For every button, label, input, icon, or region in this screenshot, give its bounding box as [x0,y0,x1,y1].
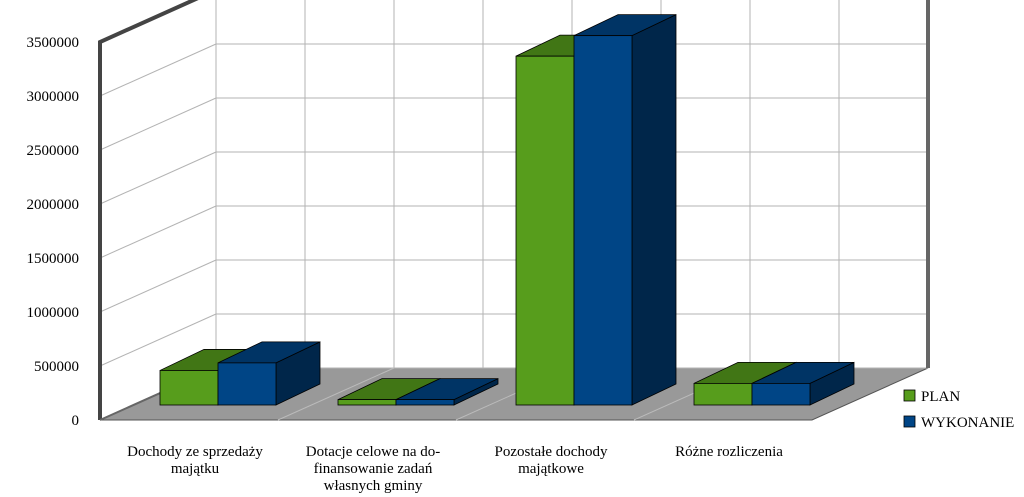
y-tick-label: 3500000 [27,35,80,51]
legend-label-plan: PLAN [921,389,960,405]
bar-wykonanie [573,35,633,406]
y-axis-wall [98,0,199,420]
y-tick-label: 0 [72,413,80,429]
x-category-label: majątku [171,461,220,477]
x-category-label: finansowanie zadań [314,461,433,477]
bar-plan [159,370,219,406]
bar-plan [693,382,753,406]
legend-swatch-plan [903,389,916,402]
floor-gridline [277,367,395,421]
x-category-label: Pozostałe dochody [495,444,608,460]
side-gridline [99,151,217,205]
side-gridline [99,43,217,97]
x-category-label: Różne rozliczenia [675,444,783,460]
y-tick-label: 500000 [34,359,79,375]
x-category-label: Dotacje celowe na do- [306,444,441,460]
x-category-label: własnych gminy [324,478,423,494]
bar-wykonanie [395,399,455,406]
bar-side-wykonanie [631,14,677,406]
legend-label-wykonanie: WYKONANIE [921,415,1014,431]
side-gridline [99,97,217,151]
y-tick-label: 1000000 [27,305,80,321]
x-category-label: majątkowe [518,461,584,477]
side-gridline [99,205,217,259]
y-tick-label: 3000000 [27,89,80,105]
bar-wykonanie [751,382,811,406]
x-category-label: Dochody ze sprzedaży [127,444,263,460]
side-gridline [99,313,217,367]
bar-plan [515,55,575,406]
bar-plan [337,399,397,406]
y-tick-label: 2000000 [27,197,80,213]
y-tick-label: 2500000 [27,143,80,159]
legend-swatch-wykonanie [903,415,916,428]
side-gridline [99,259,217,313]
y-tick-label: 1500000 [27,251,80,267]
bar-wykonanie [217,362,277,406]
